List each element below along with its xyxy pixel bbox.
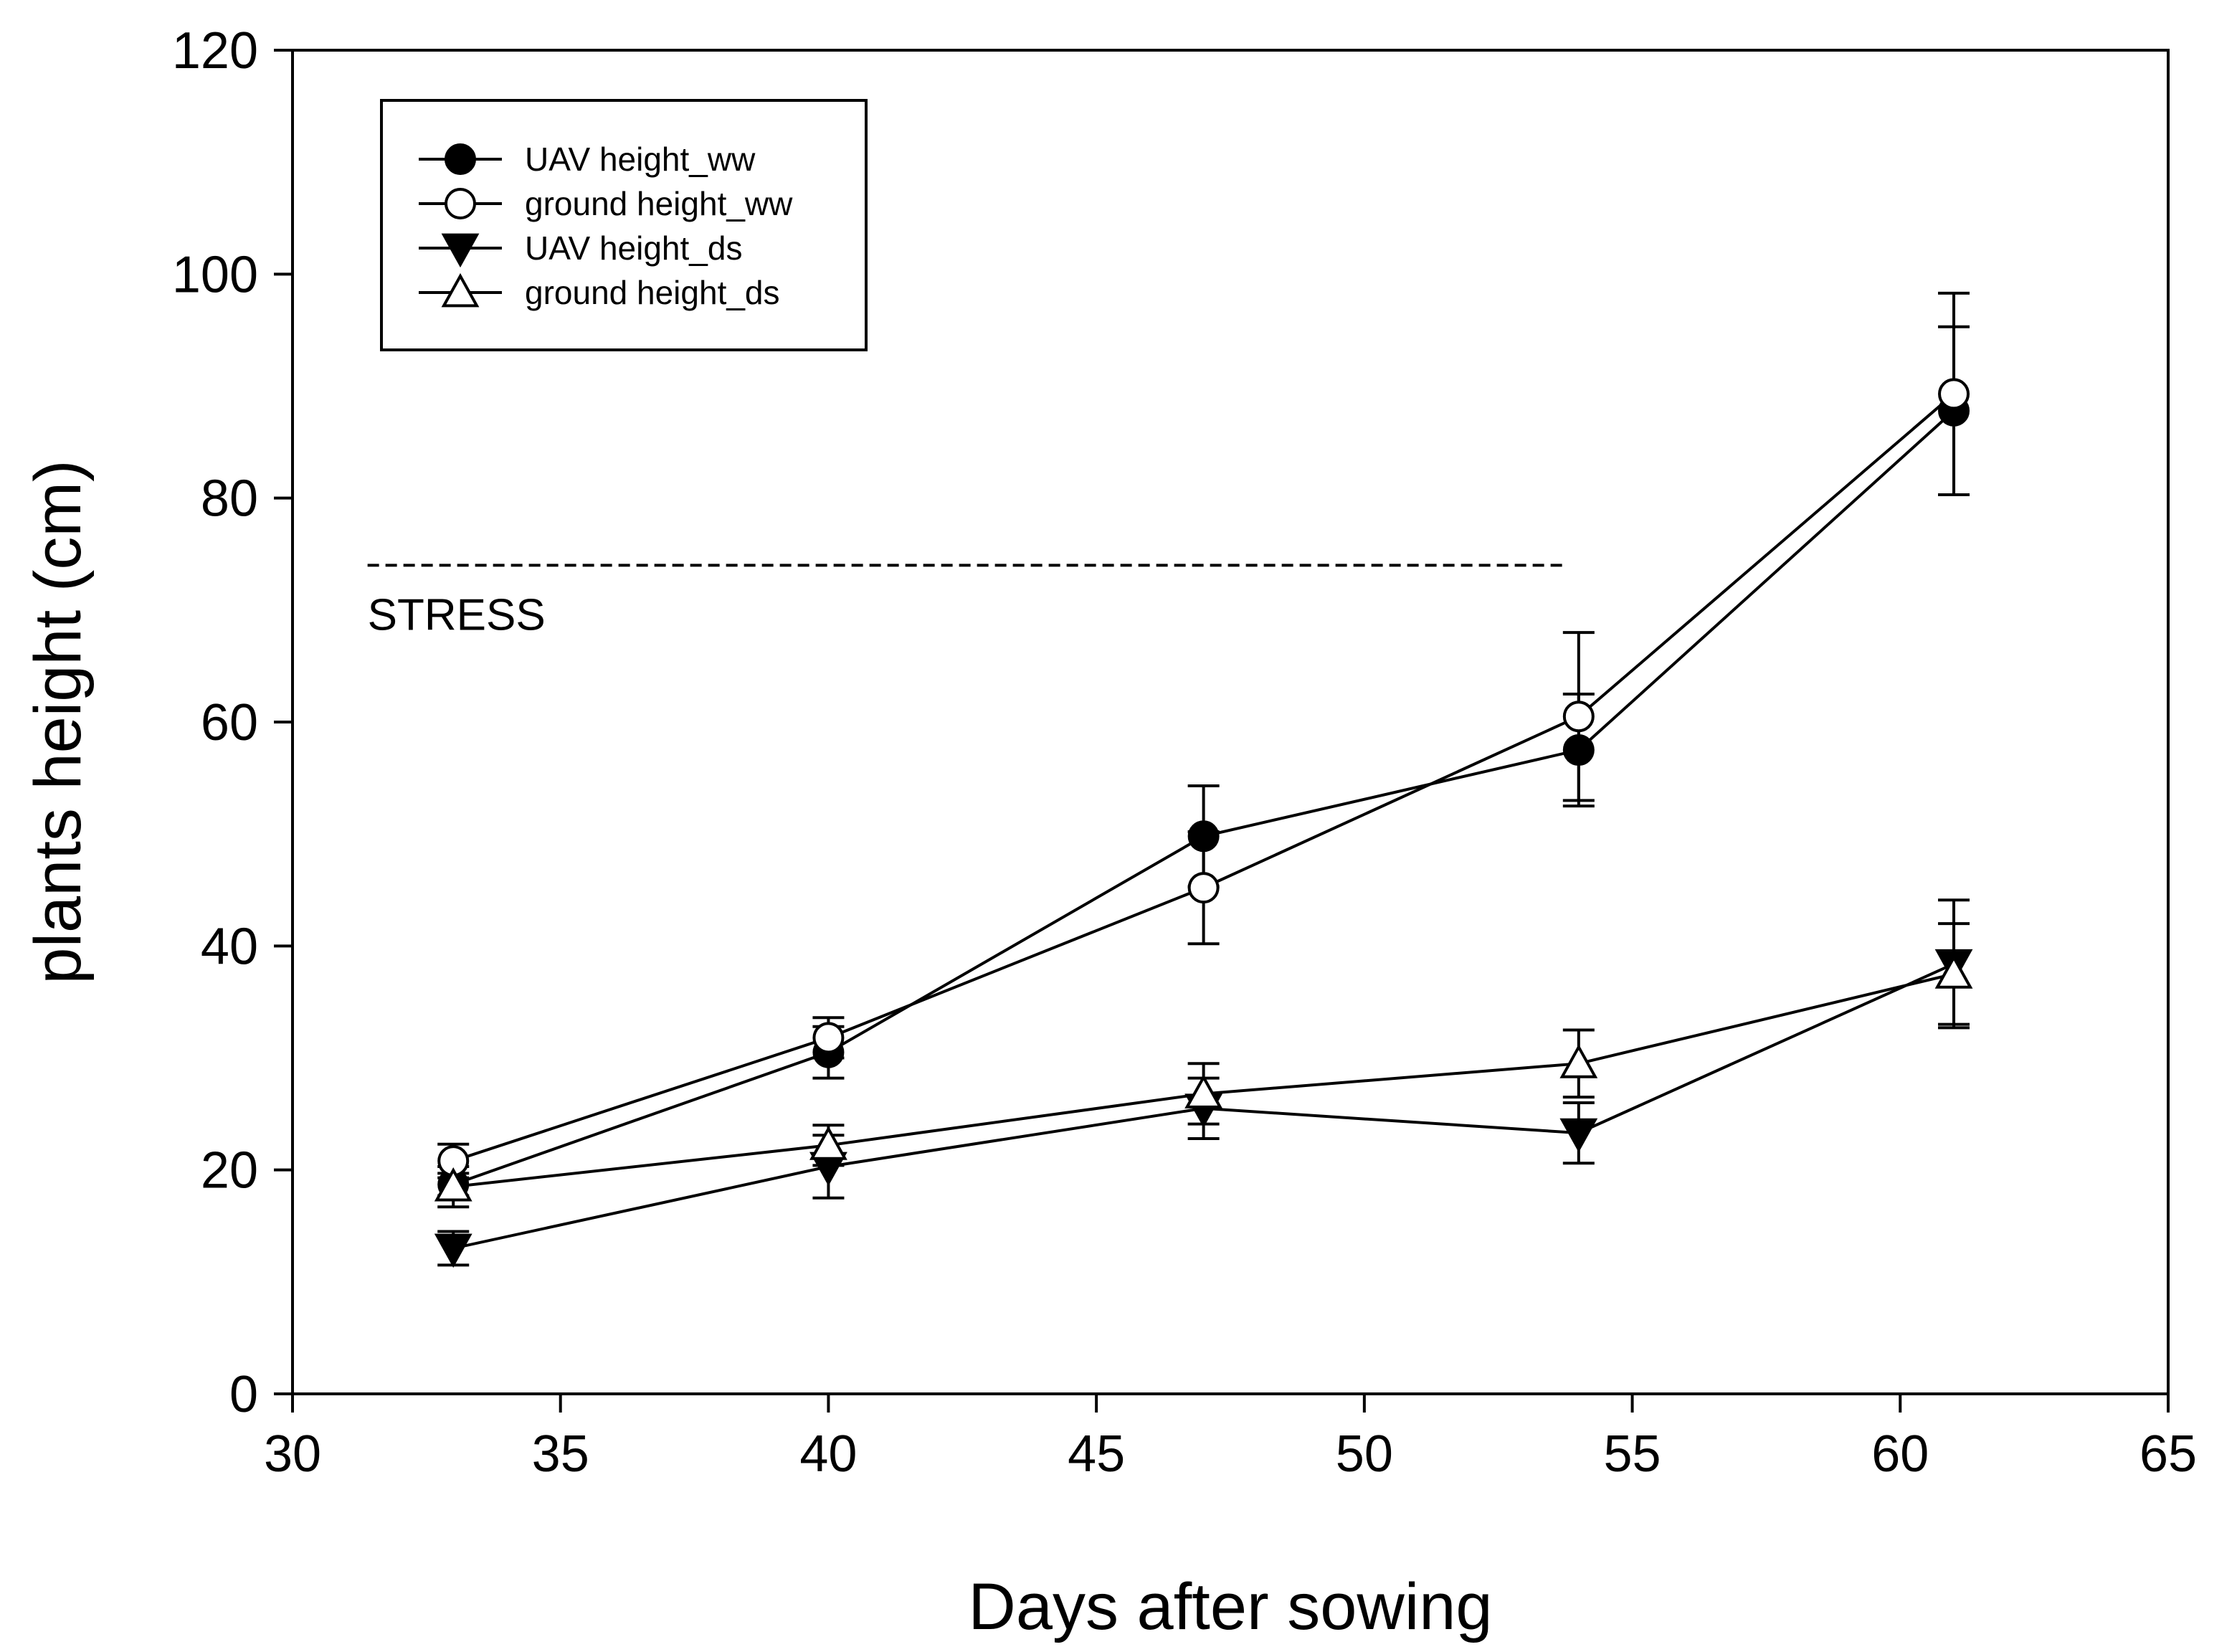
x-tick-label-30: 30 xyxy=(264,1425,321,1483)
stress-label: STRESS xyxy=(368,590,546,640)
data-point-ground-height-ww-1 xyxy=(812,1022,845,1054)
data-point-ground-height-ds-1 xyxy=(809,1126,847,1160)
y-axis-title: plants height (cm) xyxy=(22,460,95,984)
y-tick-label-100: 100 xyxy=(172,246,258,303)
data-point-uav-height-ds-3 xyxy=(1559,1118,1598,1153)
x-tick-label-50: 50 xyxy=(1336,1425,1393,1483)
series-markers xyxy=(434,378,1973,1268)
legend-marker xyxy=(441,233,480,268)
legend-label: UAV height_ds xyxy=(525,229,742,267)
y-tick-label-40: 40 xyxy=(201,918,258,975)
data-point-uav-height-ds-0 xyxy=(434,1233,472,1268)
annotations: STRESS xyxy=(367,564,1568,640)
data-point-ground-height-ww-4 xyxy=(1938,378,1970,410)
legend-item-uav-height-ds: UAV height_ds xyxy=(419,229,742,268)
legend-label: ground height_ww xyxy=(525,185,793,222)
y-tick-label-120: 120 xyxy=(172,22,258,80)
data-point-uav-height-ww-2 xyxy=(1187,820,1220,853)
data-point-ground-height-ds-3 xyxy=(1559,1044,1598,1078)
data-point-ground-height-ww-3 xyxy=(1562,701,1595,733)
y-tick-label-0: 0 xyxy=(229,1366,258,1423)
legend-item-ground-height-ds: ground height_ds xyxy=(419,272,780,311)
x-tick-label-45: 45 xyxy=(1068,1425,1125,1483)
axes: 30 35 40 45 50 55 60 65 0 20 40 60 80 100 120 Days afte… xyxy=(22,22,2197,1643)
data-point-ground-height-ds-4 xyxy=(1934,954,1973,989)
x-tick-label-65: 65 xyxy=(2139,1425,2197,1483)
legend-item-ground-height-ww: ground height_ww xyxy=(419,185,793,222)
legend-marker xyxy=(445,143,476,175)
x-axis-title: Days after sowing xyxy=(968,1570,1492,1643)
legend-label: UAV height_ww xyxy=(525,141,756,178)
y-tick-label-60: 60 xyxy=(201,694,258,751)
legend-marker xyxy=(441,272,480,308)
legend-box xyxy=(380,99,868,351)
data-point-ground-height-ww-2 xyxy=(1187,872,1220,904)
legend-item-uav-height-ww: UAV height_ww xyxy=(419,141,756,178)
data-point-ground-height-ds-2 xyxy=(1184,1074,1223,1109)
x-tick-label-40: 40 xyxy=(799,1425,857,1483)
x-tick-label-55: 55 xyxy=(1604,1425,1661,1483)
data-point-uav-height-ww-3 xyxy=(1562,734,1595,766)
legend-marker xyxy=(445,188,476,219)
x-tick-label-60: 60 xyxy=(1871,1425,1929,1483)
y-tick-label-80: 80 xyxy=(201,470,258,528)
x-tick-label-35: 35 xyxy=(532,1425,589,1483)
data-point-ground-height-ds-0 xyxy=(434,1167,472,1202)
legend-label: ground height_ds xyxy=(525,274,780,311)
y-tick-label-20: 20 xyxy=(201,1142,258,1200)
